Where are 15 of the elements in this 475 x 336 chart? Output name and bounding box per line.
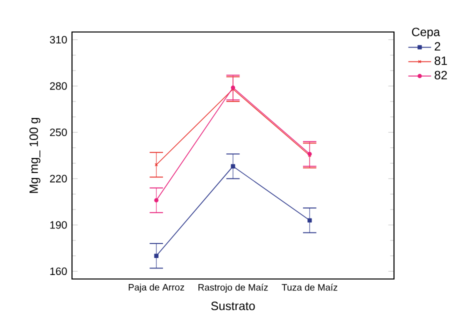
x-tick-label: Rastrojo de Maíz xyxy=(198,284,268,293)
y-tick-label: 160 xyxy=(50,268,67,276)
legend-label: 81 xyxy=(434,56,447,65)
y-tick-label: 250 xyxy=(50,128,67,136)
legend-title: Cepa xyxy=(412,28,440,39)
y-axis-title: Mg mg_ 100 g xyxy=(29,118,40,193)
x-axis-title: Sustrato xyxy=(211,302,255,310)
legend-label: 2 xyxy=(434,42,440,50)
y-tick-label: 190 xyxy=(50,221,67,229)
y-tick-label: 280 xyxy=(50,82,67,90)
x-tick-label: Paja de Arroz xyxy=(128,284,184,292)
x-tick-label: Tuza de Maíz xyxy=(282,284,338,291)
legend-label: 82 xyxy=(434,70,447,80)
y-tick-label: 220 xyxy=(50,174,67,182)
y-tick-label: 310 xyxy=(50,36,67,44)
